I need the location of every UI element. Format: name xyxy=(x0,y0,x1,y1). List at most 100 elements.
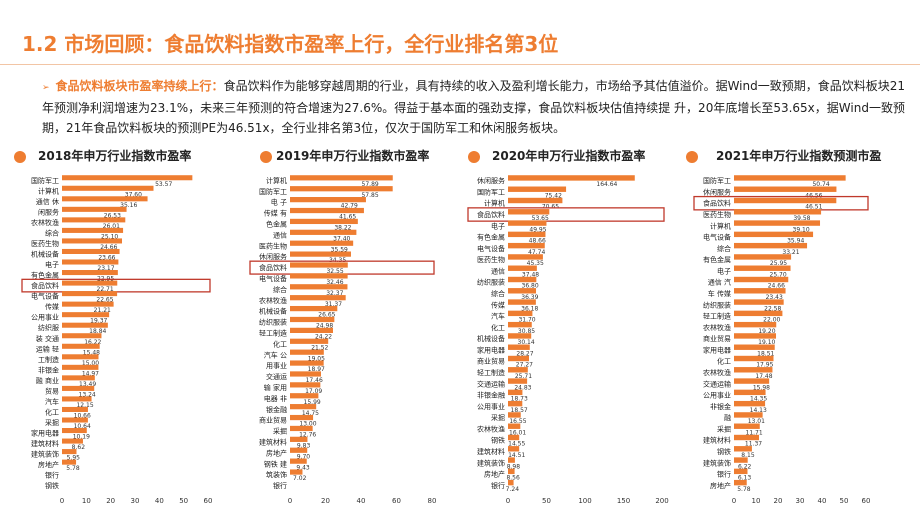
x-tick-label: 80 xyxy=(428,497,437,505)
data-label: 33.21 xyxy=(782,249,799,256)
category-label: 建筑材料 xyxy=(259,437,287,446)
data-label: 24.98 xyxy=(316,323,333,330)
data-label: 21.52 xyxy=(311,344,328,351)
bar xyxy=(508,479,514,486)
data-label: 16.22 xyxy=(84,339,101,346)
data-label: 32.37 xyxy=(326,290,343,297)
category-label: 商业贸易 xyxy=(703,334,731,343)
chart-2018-pe: 2018年申万行业指数市盈率 国防军工 53.57 计算机 37.60 通信 休 35.1… xyxy=(8,147,230,515)
data-label: 50.74 xyxy=(812,181,829,188)
bar xyxy=(62,417,88,423)
category-label: 医药生物 xyxy=(477,255,505,264)
chart-header: 2021年申万行业指数预测市盈 xyxy=(684,147,906,173)
bar xyxy=(734,355,774,362)
x-tick-label: 50 xyxy=(840,497,849,505)
bar xyxy=(62,449,77,455)
data-label: 5.78 xyxy=(737,486,751,493)
bar xyxy=(290,207,364,214)
highlight-box xyxy=(467,207,665,222)
bar xyxy=(290,360,324,366)
bar xyxy=(62,175,193,181)
data-label: 41.65 xyxy=(339,214,356,221)
data-label: 23.17 xyxy=(97,265,114,272)
data-label: 22.00 xyxy=(763,317,780,324)
category-label: 综合 xyxy=(491,289,505,298)
bar xyxy=(734,378,770,384)
x-tick-label: 10 xyxy=(82,497,91,505)
bar xyxy=(62,312,110,318)
data-label: 35.16 xyxy=(120,202,137,209)
data-label: 8.15 xyxy=(741,452,755,459)
chart-2019-pe: 2019年申万行业指数市盈率 计算机 57.89 国防军工 57.85 电 子 42.79… xyxy=(234,147,456,515)
data-label: 15.48 xyxy=(83,349,100,356)
bar xyxy=(508,276,537,283)
category-label: 交通运 xyxy=(266,372,287,381)
category-label: 有色金属 xyxy=(703,255,731,264)
data-label: 8.56 xyxy=(506,475,520,482)
category-label: 贸易 xyxy=(45,386,59,395)
bar xyxy=(734,197,837,204)
category-label: 传媒 xyxy=(45,302,59,311)
category-label: 轻工制造 xyxy=(259,329,287,338)
category-label: 非银金 xyxy=(710,402,731,411)
category-label: 纺织服装 xyxy=(259,318,287,327)
category-label: 商业贸易 xyxy=(477,357,505,366)
data-label: 17.09 xyxy=(305,388,322,395)
data-label: 23.66 xyxy=(98,255,115,262)
x-tick-label: 20 xyxy=(106,497,115,505)
data-label: 24.83 xyxy=(514,384,531,391)
category-label: 装 交通 xyxy=(36,334,59,343)
x-tick-label: 60 xyxy=(862,497,871,505)
data-label: 24.66 xyxy=(100,244,117,251)
bar xyxy=(734,344,775,350)
category-label: 建筑材料 xyxy=(31,439,59,448)
bar xyxy=(290,262,348,268)
category-label: 电子 xyxy=(491,221,505,230)
bar xyxy=(508,344,530,350)
bar xyxy=(62,196,148,202)
circle-bullet-icon xyxy=(686,151,698,163)
category-label: 食品饮料 xyxy=(703,199,731,208)
category-label: 医药生物 xyxy=(31,239,59,248)
category-label: 电器 非 xyxy=(264,394,287,403)
data-label: 23.43 xyxy=(766,294,783,301)
chart-2020-pe: 2020年申万行业指数市盈率 休闲服务 164.64 国防军工 75.42 计算机 70.… xyxy=(458,147,680,515)
category-label: 汽车 xyxy=(491,312,505,321)
bar xyxy=(290,327,333,333)
data-label: 12.76 xyxy=(299,432,316,439)
data-label: 75.42 xyxy=(545,192,562,199)
category-label: 食品饮料 xyxy=(259,263,287,272)
bar xyxy=(734,276,789,283)
category-label: 化工 xyxy=(45,408,59,417)
bar xyxy=(734,367,773,373)
data-label: 18.57 xyxy=(511,407,528,414)
category-label: 钢铁 xyxy=(717,447,731,456)
category-label: 化工 xyxy=(491,323,505,332)
category-label: 商业贸易 xyxy=(259,416,287,425)
data-label: 17.48 xyxy=(755,373,772,380)
bar xyxy=(62,364,99,370)
data-label: 6.22 xyxy=(738,463,752,470)
bar xyxy=(508,378,528,384)
category-label: 综合 xyxy=(273,285,287,294)
category-label: 食品饮料 xyxy=(477,210,505,219)
bar xyxy=(62,238,123,244)
category-label: 房地产 xyxy=(710,481,731,490)
category-label: 国防军工 xyxy=(31,176,59,185)
category-label: 银行 xyxy=(491,481,505,490)
data-label: 12.15 xyxy=(76,402,93,409)
category-label: 采掘 xyxy=(45,418,59,427)
data-label: 9.83 xyxy=(297,442,311,449)
bar xyxy=(290,436,308,442)
category-label: 纺织服装 xyxy=(477,278,505,287)
bar xyxy=(508,299,536,305)
category-label: 钢铁 xyxy=(45,481,59,490)
data-label: 16.01 xyxy=(509,429,526,436)
chart-header: 2018年申万行业指数市盈率 xyxy=(8,147,230,173)
category-label: 休闲服务 xyxy=(703,187,731,196)
data-label: 11.37 xyxy=(745,441,762,448)
data-label: 36.39 xyxy=(521,294,538,301)
data-label: 14.35 xyxy=(750,396,767,403)
category-label: 医药生物 xyxy=(703,210,731,219)
